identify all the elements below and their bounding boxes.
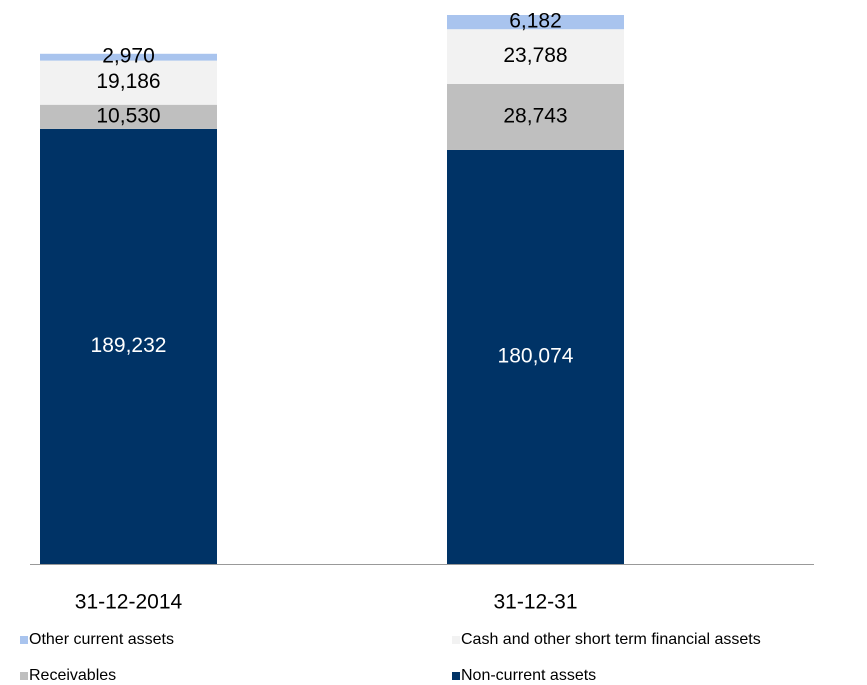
data-label: 19,186 [96, 70, 160, 93]
legend-label: Cash and other short term financial asse… [461, 631, 761, 648]
legend-swatch [20, 636, 28, 644]
data-label: 180,074 [498, 345, 574, 368]
bar-segment [40, 53, 217, 61]
legend-label: Receivables [29, 667, 116, 684]
data-label: 28,743 [503, 104, 567, 127]
data-label: 2,970 [102, 45, 155, 68]
bar-segment [40, 104, 217, 129]
legend-swatch [452, 672, 460, 680]
legend-label: Non-current assets [461, 667, 596, 684]
legend-swatch [452, 636, 460, 644]
data-label: 23,788 [503, 44, 567, 67]
legend-label: Other current assets [29, 631, 174, 648]
bar-segment [40, 128, 217, 564]
bar-segment [447, 83, 624, 150]
bar-segment [447, 15, 624, 30]
data-label: 10,530 [96, 104, 160, 127]
bar-segment [447, 149, 624, 565]
legend-swatch [20, 672, 28, 680]
bar-segment [40, 60, 217, 105]
x-tick-label: 31-12-2014 [75, 591, 183, 614]
data-label: 189,232 [91, 334, 167, 357]
bar-segment [447, 29, 624, 84]
data-label: 6,182 [509, 10, 562, 33]
x-tick-label: 31-12-31 [493, 591, 577, 614]
